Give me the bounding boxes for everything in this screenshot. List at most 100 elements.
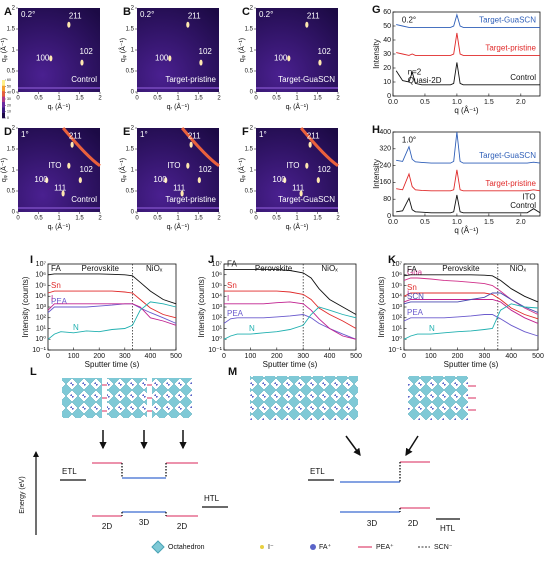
sample-label: Target-pristine (165, 195, 216, 204)
y-tick-label: 0.5 (7, 189, 16, 195)
x-tick-label: 0 (254, 216, 258, 222)
series-label: Target-GuaSCN (479, 16, 536, 25)
diffraction-spot (316, 177, 320, 184)
y-tick-label: 0 (131, 90, 135, 96)
y-tick-label: 400 (379, 129, 391, 136)
series-label: PEA (227, 309, 244, 318)
x-tick-label: 2 (98, 96, 102, 102)
series-line (47, 301, 177, 340)
x-tick-label: 2 (98, 216, 102, 222)
giwaxs-image (18, 128, 100, 212)
angle-label: 0.2° (21, 10, 35, 19)
series-line (403, 292, 539, 320)
x-tick-label: 100 (68, 353, 80, 360)
peak-label: 211 (307, 132, 320, 141)
x-tick-label: 1.5 (484, 99, 494, 106)
panel-letter: K (388, 254, 396, 266)
y-tick-label: 10⁻¹ (388, 347, 402, 354)
colorbar-segment (2, 90, 5, 97)
series-label: Target-GuaSCN (479, 151, 536, 160)
series-line (396, 169, 541, 192)
y-tick-label: 10⁵ (35, 282, 46, 289)
x-tick-label: 1 (295, 96, 299, 102)
series-line (403, 292, 539, 314)
series-label: Target-pristine (485, 44, 536, 53)
panel-letter: F (242, 126, 249, 138)
y-tick-label: 2 (12, 6, 16, 12)
colorbar-segment (2, 101, 5, 108)
x-tick-label: 1.5 (313, 216, 322, 222)
diffraction-spot (308, 141, 312, 148)
x-tick-label: 0 (16, 216, 20, 222)
sample-label: Target-GuaSCN (278, 195, 335, 204)
colorbar-segment (2, 112, 5, 119)
x-tick-label: 1.0 (452, 99, 462, 106)
x-tick-label: 0.0 (388, 99, 398, 106)
y-tick-label: 0.5 (245, 189, 254, 195)
x-tick-label: 1.5 (194, 216, 203, 222)
legend-label: PEA⁺ (376, 543, 394, 551)
giwaxs-image (256, 128, 338, 212)
legend-label: FA⁺ (319, 543, 332, 551)
y-tick-label: 0 (12, 90, 16, 96)
angle-label: 1° (21, 130, 29, 139)
series-label: I (407, 290, 409, 299)
peak-label: 102 (80, 47, 94, 56)
series-label: FA (51, 264, 61, 273)
y-tick-label: 10¹ (36, 325, 47, 332)
illustration-l (62, 378, 192, 450)
y-tick-label: 10⁴ (211, 293, 222, 300)
x-tick-label: 300 (479, 353, 491, 360)
x-axis-label: qᵣ (Å⁻¹) (286, 222, 309, 231)
x-tick-label: 100 (425, 353, 437, 360)
htl-label: HTL (204, 494, 220, 503)
y-tick-label: 10 (383, 79, 391, 86)
giwaxs-image (256, 8, 338, 92)
y-tick-label: 10⁶ (211, 272, 222, 279)
series-line (396, 194, 541, 214)
diffraction-spot (189, 141, 193, 148)
series-line (223, 306, 357, 340)
y-axis-label: qᵩ (Å⁻¹) (0, 158, 8, 182)
x-tick-label: 200 (271, 353, 283, 360)
y-tick-label: 2 (131, 126, 135, 132)
y-tick-label: 50 (383, 23, 391, 30)
peak-label: ITO (48, 161, 61, 170)
x-tick-label: 300 (119, 353, 131, 360)
x-axis-label: qᵣ (Å⁻¹) (167, 222, 190, 231)
diffraction-spot (80, 59, 84, 66)
series-line (395, 62, 540, 86)
y-tick-label: 2 (250, 6, 254, 12)
diffraction-spot (49, 55, 53, 62)
y-tick-label: 0 (250, 90, 254, 96)
diffraction-spot (45, 177, 49, 184)
diffraction-spot (318, 59, 322, 66)
x-tick-label: 500 (350, 353, 362, 360)
series-label: Sn (407, 283, 417, 292)
annotation: 1.0° (402, 136, 416, 145)
colorbar-label: 60 (7, 78, 11, 82)
x-tick-label: 1 (176, 216, 180, 222)
y-axis-label: Intensity (counts) (21, 276, 30, 337)
diffraction-spot (67, 21, 71, 28)
series-label: FA (407, 265, 417, 274)
x-tick-label: 0.5 (153, 216, 162, 222)
horizon (256, 87, 338, 89)
region-label: NiOₓ (510, 264, 527, 273)
colorbar-label: 40 (7, 91, 11, 95)
series-label: N (249, 324, 255, 333)
series-label: Target-pristine (485, 179, 536, 188)
y-tick-label: 0.5 (7, 69, 16, 75)
x-tick-label: 2 (336, 216, 340, 222)
series-label: Gua (407, 268, 423, 277)
y-tick-label: 0.5 (126, 69, 135, 75)
peak-label: 111 (292, 184, 305, 193)
y-tick-label: 1.5 (126, 27, 135, 33)
y-tick-label: 30 (383, 51, 391, 58)
x-tick-label: 400 (324, 353, 336, 360)
x-tick-label: 1 (57, 216, 61, 222)
x-tick-label: 2 (336, 96, 340, 102)
x-tick-label: 1.5 (484, 219, 494, 226)
colorbar-label: 30 (7, 97, 11, 101)
peak-label: 102 (199, 165, 213, 174)
